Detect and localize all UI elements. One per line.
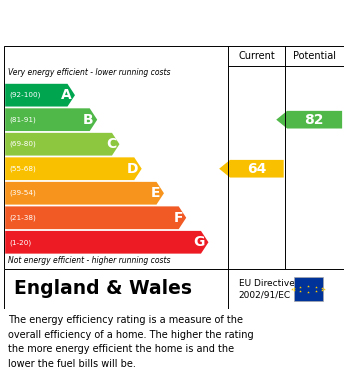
Text: The energy efficiency rating is a measure of the
overall efficiency of a home. T: The energy efficiency rating is a measur… <box>8 316 253 369</box>
Bar <box>294 277 323 301</box>
Text: (1-20): (1-20) <box>9 239 31 246</box>
Text: Energy Efficiency Rating: Energy Efficiency Rating <box>14 14 243 32</box>
Text: (92-100): (92-100) <box>9 92 41 99</box>
Polygon shape <box>5 108 97 131</box>
Text: (81-91): (81-91) <box>9 117 36 123</box>
Polygon shape <box>5 157 142 180</box>
Text: A: A <box>61 88 72 102</box>
Polygon shape <box>219 160 284 178</box>
Text: (21-38): (21-38) <box>9 215 36 221</box>
Polygon shape <box>5 84 75 106</box>
Text: Current: Current <box>238 51 275 61</box>
Text: G: G <box>194 235 205 249</box>
Text: (69-80): (69-80) <box>9 141 36 147</box>
Text: (55-68): (55-68) <box>9 165 36 172</box>
Text: E: E <box>151 186 160 200</box>
Text: Not energy efficient - higher running costs: Not energy efficient - higher running co… <box>8 256 170 265</box>
Polygon shape <box>5 182 164 204</box>
Text: 82: 82 <box>304 113 324 127</box>
Text: Potential: Potential <box>293 51 336 61</box>
Text: D: D <box>127 162 138 176</box>
Polygon shape <box>276 111 342 129</box>
Text: 64: 64 <box>247 162 266 176</box>
Text: Very energy efficient - lower running costs: Very energy efficient - lower running co… <box>8 68 170 77</box>
Text: F: F <box>173 211 183 225</box>
Text: B: B <box>83 113 94 127</box>
Text: EU Directive
2002/91/EC: EU Directive 2002/91/EC <box>238 278 294 300</box>
Polygon shape <box>5 133 119 156</box>
Text: England & Wales: England & Wales <box>14 280 192 298</box>
Text: C: C <box>106 137 116 151</box>
Polygon shape <box>5 206 186 229</box>
Polygon shape <box>5 231 208 254</box>
Text: (39-54): (39-54) <box>9 190 36 197</box>
